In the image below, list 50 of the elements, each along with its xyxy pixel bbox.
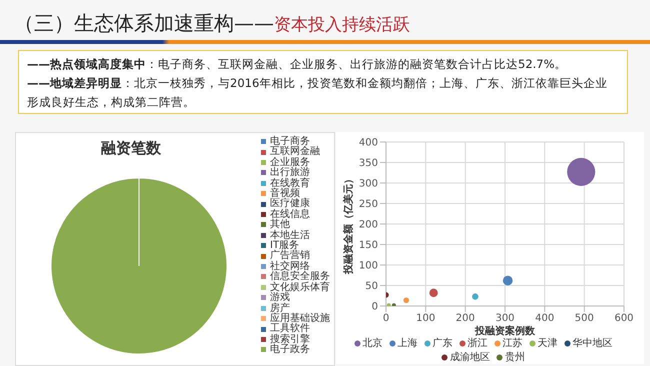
x-axis-title: 投融资案例数 — [474, 325, 536, 337]
x-tick-label: 400 — [535, 313, 554, 324]
y-tick-label: 400 — [358, 138, 378, 149]
y-tick-label: 250 — [358, 199, 378, 210]
y-tick-label: 300 — [358, 178, 378, 190]
legend-label: 北京 — [362, 336, 382, 350]
text: ——地域差异明显：北京一枝独秀，与2016年相比，投资笔数和金额均翻倍；上海、广东、浙江依靠巨头企业形成良好生态，构成第二阵营。 — [27, 75, 608, 111]
x-tick-label: 600 — [614, 313, 634, 324]
legend-label: 互联网金融 — [269, 146, 321, 158]
legend-label: 社交网络 — [269, 260, 310, 272]
legend-label: 在线信息 — [269, 208, 311, 220]
legend-label: 信息安全服务 — [269, 271, 330, 282]
y-tick-label: 200 — [358, 220, 378, 231]
legend-label: 游戏 — [269, 292, 291, 304]
legend-label: 医疗健康 — [269, 198, 311, 210]
y-tick-label: 50 — [365, 281, 378, 292]
x-tick-label: 0 — [382, 313, 390, 324]
legend-label: 工具软件 — [269, 323, 311, 334]
x-tick-label: 200 — [456, 313, 475, 324]
legend-label: 在线教育 — [269, 178, 311, 189]
legend-label: 电子商务 — [269, 136, 310, 147]
legend-label: 天津 — [536, 336, 558, 350]
legend-label: 电子政务 — [269, 344, 311, 356]
y-tick-label: 0 — [372, 302, 378, 313]
legend-label: 出行旅游 — [269, 167, 311, 178]
legend-label: 江苏 — [502, 336, 522, 350]
x-tick-label: 300 — [495, 313, 515, 324]
y-axis-title: 投融资金额（亿美元） — [342, 174, 355, 275]
legend-label: 应用基础设施 — [269, 312, 330, 324]
legend-label: 浙江 — [466, 336, 488, 350]
y-tick-label: 100 — [358, 260, 378, 272]
legend-label: 本地生活 — [269, 230, 311, 241]
legend-label: 其他 — [269, 219, 290, 230]
legend-label: 文化娱乐体育 — [269, 282, 330, 293]
legend-label: 搜索引擎 — [269, 334, 311, 345]
legend-label: 贵州 — [504, 350, 525, 364]
legend-label: 广东 — [432, 336, 452, 350]
text: ——热点领域高度集中：电子商务、互联网金融、企业服务、出行旅游的融资笔数合计占比达52.7%。 — [27, 56, 568, 73]
text: 资本投入持续活跃 — [274, 15, 410, 35]
legend-label: 企业服务 — [269, 156, 311, 168]
legend-label: 华中地区 — [572, 336, 612, 350]
x-tick-label: 100 — [416, 313, 436, 324]
legend-label: 成渝地区 — [449, 350, 490, 364]
legend-label: 上海 — [396, 336, 418, 350]
y-tick-label: 350 — [358, 158, 378, 170]
y-tick-label: 150 — [358, 240, 378, 252]
legend-label: 房产 — [269, 302, 290, 314]
text: 融资笔数 — [100, 139, 162, 158]
legend-label: 广告营销 — [269, 250, 311, 262]
x-tick-label: 500 — [574, 313, 594, 324]
